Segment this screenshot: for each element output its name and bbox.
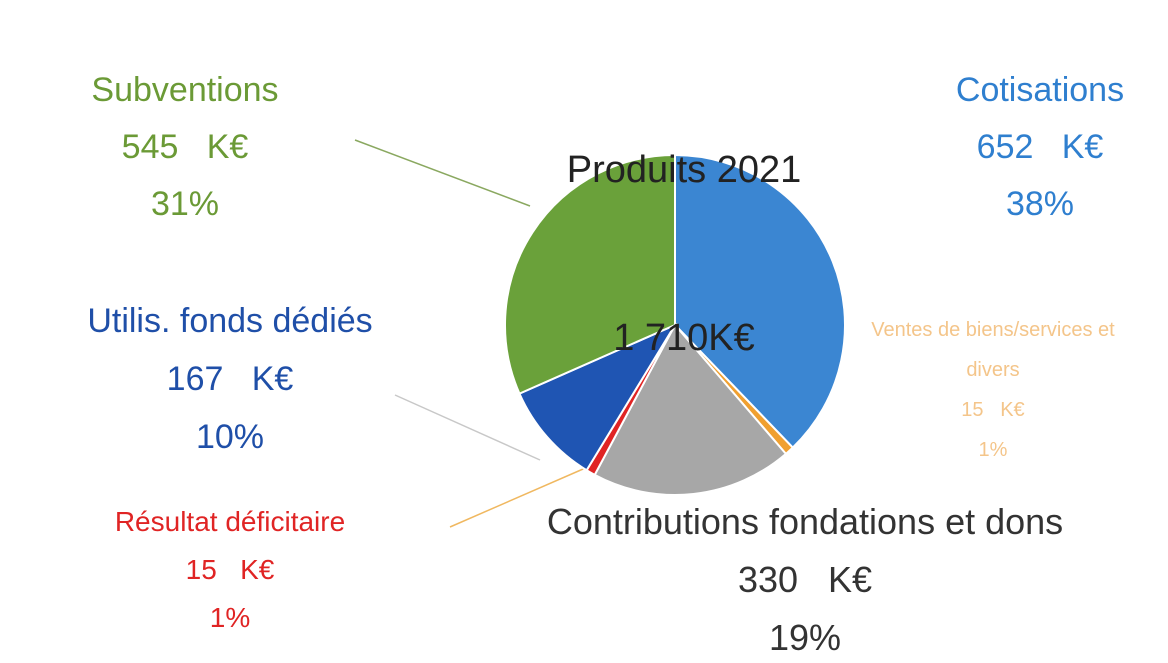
data-label: 38%: [1005, 185, 1075, 223]
category-label: Cotisations: [955, 71, 1125, 109]
category-label: Subventions: [91, 71, 279, 109]
data-label: 545 K€: [121, 128, 249, 166]
data-label: 330 K€: [737, 559, 873, 600]
pie-slice: [674, 153, 846, 450]
category-label: Contributions fondations et dons: [546, 501, 1064, 542]
data-label: 167 K€: [166, 360, 294, 398]
data-label: 19%: [768, 617, 842, 658]
chart-title: Produits 2021: [566, 149, 802, 191]
pie-slice: [518, 322, 678, 472]
slice-label: Cotisations 652 K€ 38%: [910, 62, 1168, 233]
category-label: Ventes de biens/services et divers: [871, 319, 1121, 381]
data-label: 1%: [978, 439, 1008, 461]
pie-slice: [504, 153, 676, 395]
pie-slice: [593, 323, 788, 496]
leader-line: [394, 394, 541, 461]
data-label: 652 K€: [976, 128, 1104, 166]
slice-label: Ventes de biens/services et divers 15 K€ 1…: [848, 310, 1138, 470]
leader-line: [354, 139, 531, 207]
category-label: Utilis. fonds dédiés: [87, 302, 373, 340]
slice-label: Utilis. fonds dédiés 167 K€ 10%: [20, 292, 440, 466]
slice-label: Subventions 545 K€ 31%: [35, 62, 335, 233]
data-label: 31%: [150, 185, 220, 223]
data-label: 15 K€: [961, 399, 1025, 421]
leader-line: [449, 465, 591, 528]
category-label: Résultat déficitaire: [114, 506, 346, 537]
data-label: 1%: [209, 602, 251, 633]
title-block: Produits 2021 1 710K€: [434, 30, 934, 422]
slice-label: Contributions fondations et dons 330 K€ 19…: [485, 493, 1125, 663]
data-label: 10%: [195, 418, 265, 456]
chart-subtitle: 1 710K€: [613, 317, 755, 359]
slice-label: Résultat déficitaire 15 K€ 1%: [60, 498, 400, 642]
data-label: 15 K€: [185, 554, 275, 585]
